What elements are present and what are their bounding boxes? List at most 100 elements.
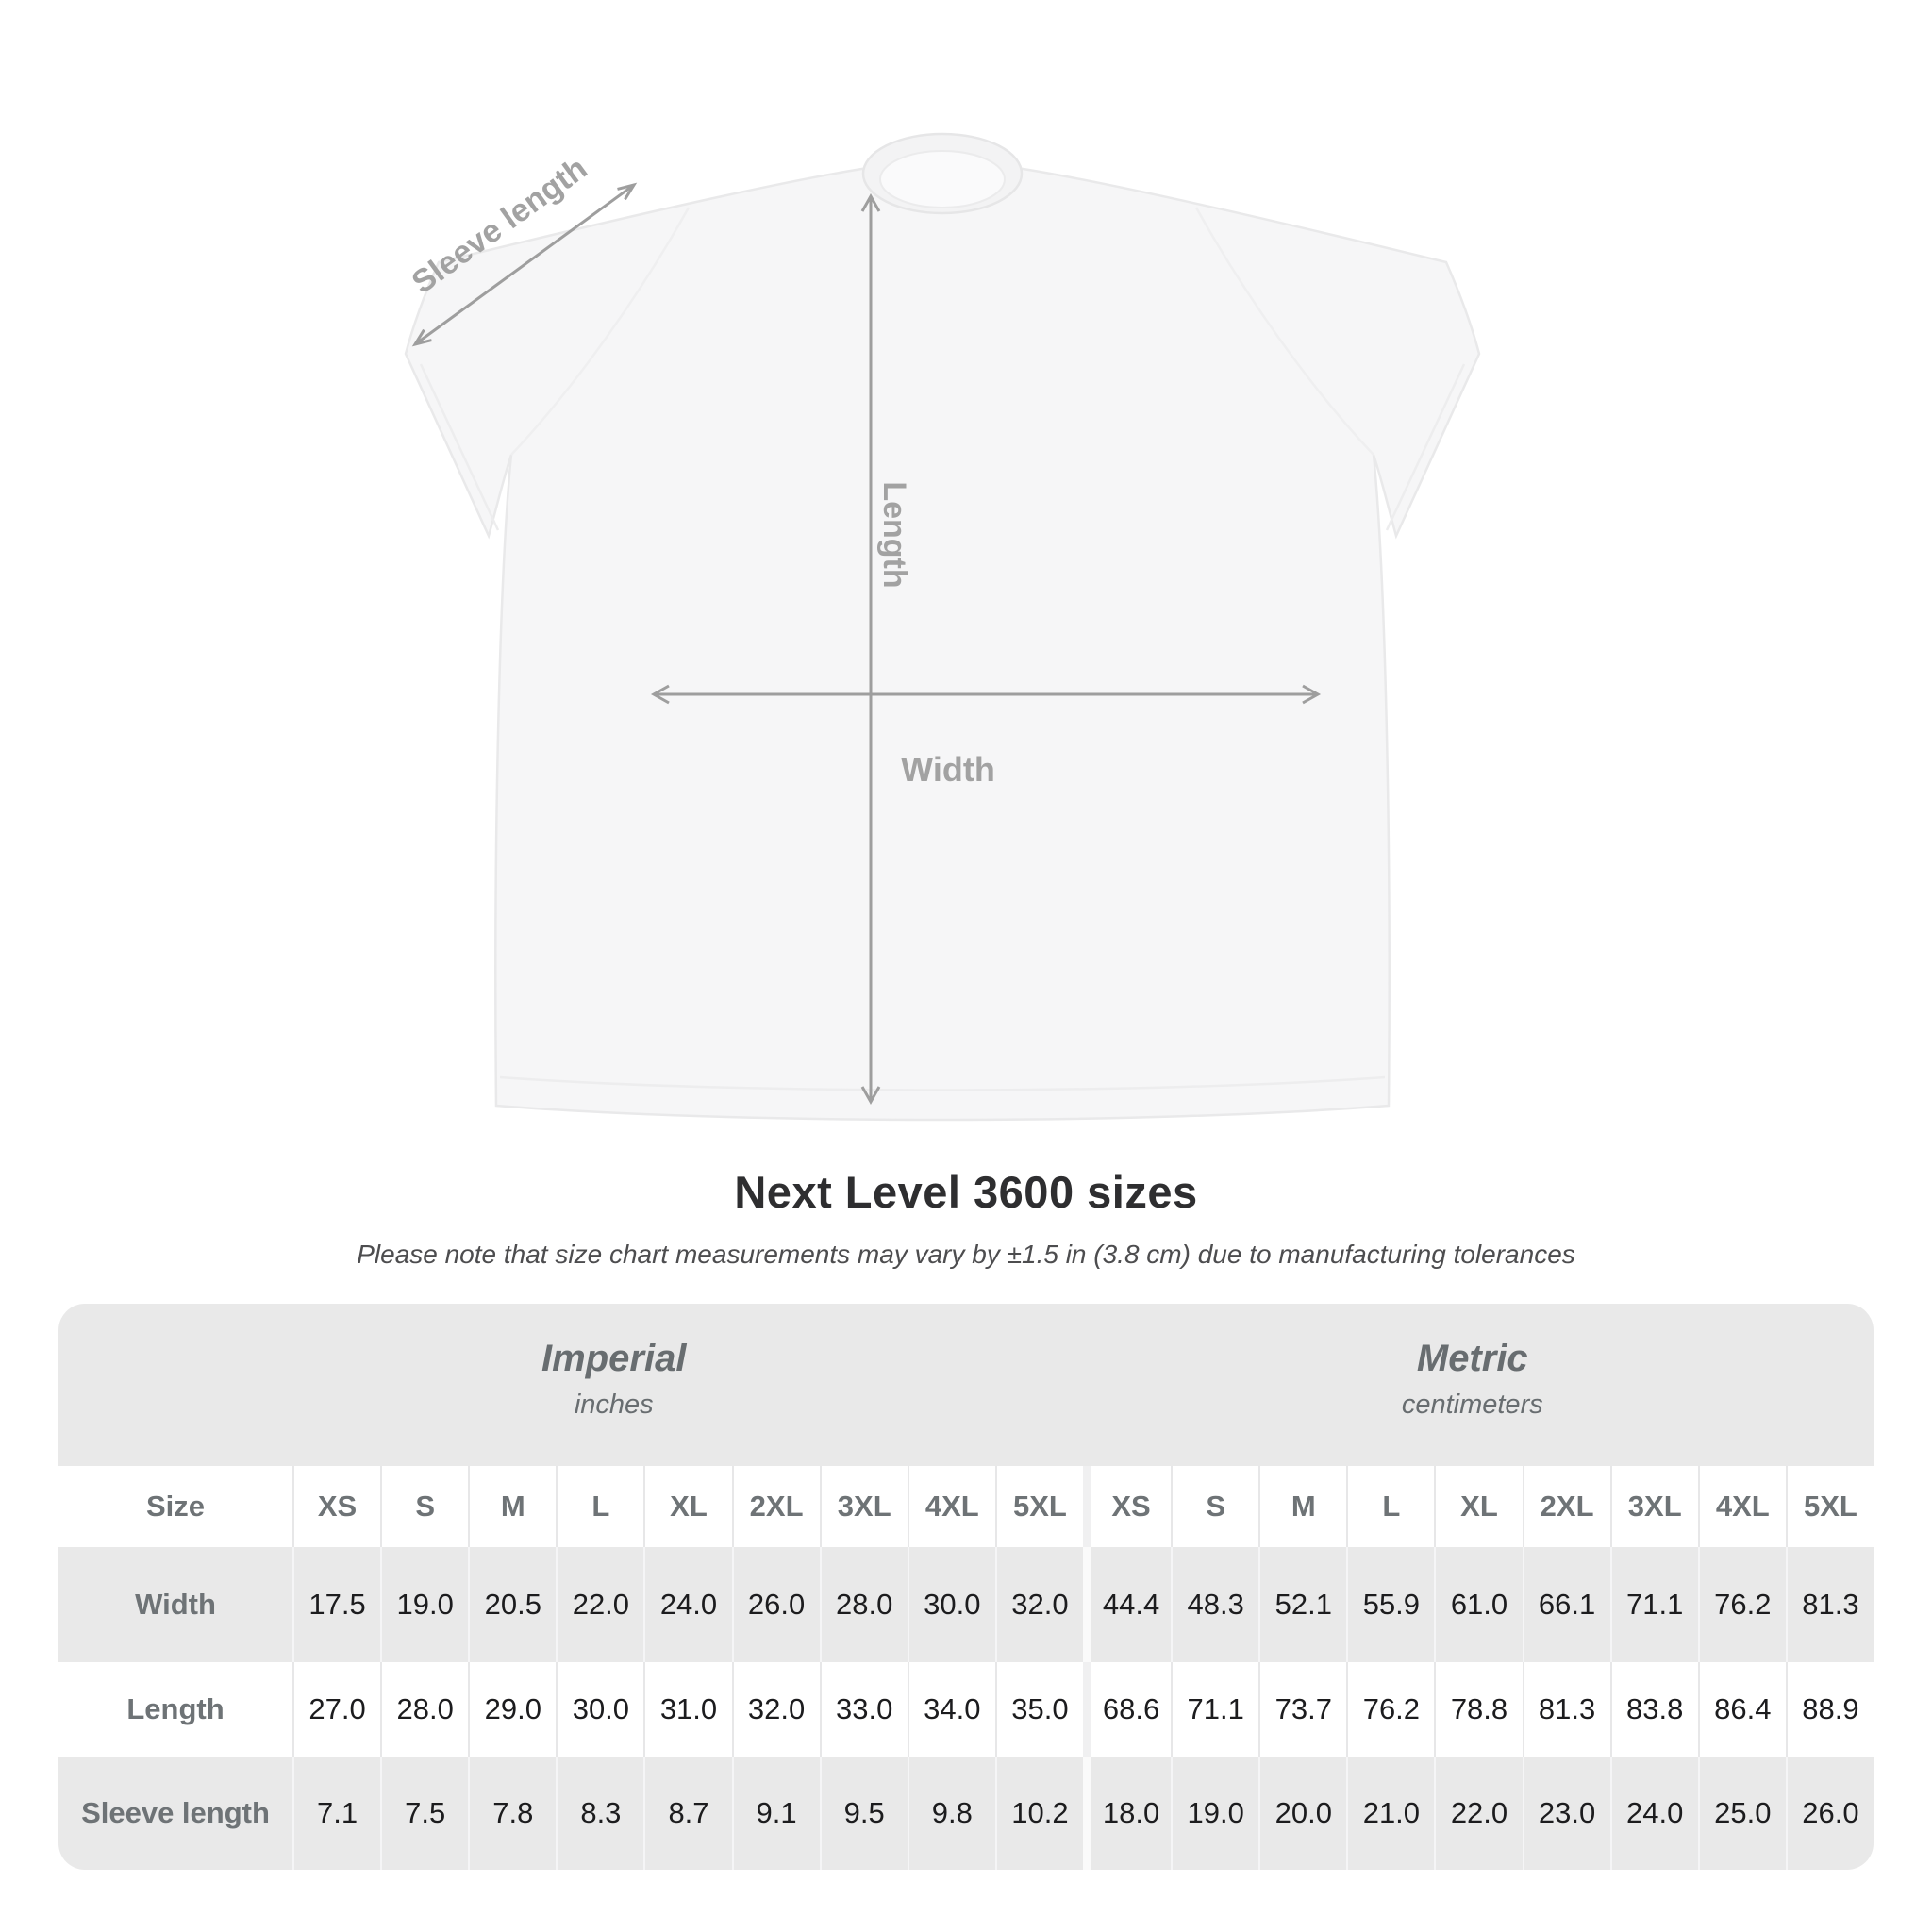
value-cell: 23.0 <box>1522 1757 1610 1870</box>
table-row: Sleeve length 7.1 7.5 7.8 8.3 8.7 9.1 9.5 9.8 10.… <box>58 1757 1874 1870</box>
value-cell: 32.0 <box>994 1547 1083 1662</box>
size-col-header: 4XL <box>907 1466 995 1547</box>
value-cell: 32.0 <box>731 1662 820 1757</box>
collar-inner <box>879 150 1006 208</box>
tshirt-shape <box>404 151 1481 1122</box>
table-row: Width 17.5 19.0 20.5 22.0 24.0 26.0 28.0 30.0 32.… <box>58 1547 1874 1662</box>
value-cell: 28.0 <box>819 1547 908 1662</box>
sleeve-length-arrow <box>414 183 635 346</box>
size-col-header: XL <box>1434 1466 1522 1547</box>
value-cell: 10.2 <box>994 1757 1083 1870</box>
value-cell: 81.3 <box>1785 1547 1874 1662</box>
value-cell: 19.0 <box>1171 1757 1258 1870</box>
row-label: Length <box>126 1692 225 1725</box>
value-cell: 19.0 <box>380 1547 468 1662</box>
size-col-header: S <box>380 1466 468 1547</box>
unit-group-header: Imperial inches Metric centimeters <box>58 1304 1874 1466</box>
value-cell: 71.1 <box>1609 1547 1698 1662</box>
size-col-header: 5XL <box>1785 1466 1874 1547</box>
size-col-header: 2XL <box>731 1466 820 1547</box>
width-arrowhead-right <box>1302 684 1322 705</box>
value-cell: 7.8 <box>468 1757 556 1870</box>
value-cell: 7.5 <box>380 1757 468 1870</box>
value-cell: 76.2 <box>1697 1547 1786 1662</box>
size-col-header: 5XL <box>994 1466 1083 1547</box>
metric-header: Metric centimeters <box>1402 1304 1543 1421</box>
size-col-header: M <box>1258 1466 1346 1547</box>
table-row: Length 27.0 28.0 29.0 30.0 31.0 32.0 33.0 34.0 35… <box>58 1662 1874 1757</box>
size-col-header: 2XL <box>1522 1466 1610 1547</box>
size-col-header: S <box>1171 1466 1258 1547</box>
value-cell: 20.5 <box>468 1547 556 1662</box>
size-col-header: XS <box>1083 1466 1171 1547</box>
imperial-header-unit: inches <box>574 1390 654 1420</box>
value-cell: 31.0 <box>643 1662 731 1757</box>
value-cell: 81.3 <box>1522 1662 1610 1757</box>
length-arrowhead-top <box>860 192 881 212</box>
size-col-header: L <box>556 1466 643 1547</box>
value-cell: 28.0 <box>380 1662 468 1757</box>
width-figure-label: Width <box>901 750 995 789</box>
length-figure-label: Length <box>876 481 912 588</box>
value-cell: 33.0 <box>819 1662 908 1757</box>
table-body: Width 17.5 19.0 20.5 22.0 24.0 26.0 28.0 30.0 32.… <box>58 1547 1874 1870</box>
value-cell: 30.0 <box>556 1662 643 1757</box>
sleeve-seam-right <box>1194 207 1374 456</box>
value-cell: 44.4 <box>1083 1547 1171 1662</box>
value-cell: 7.1 <box>292 1757 380 1870</box>
value-cell: 22.0 <box>556 1547 643 1662</box>
metric-header-name: Metric <box>1416 1338 1528 1379</box>
value-cell: 17.5 <box>292 1547 380 1662</box>
size-col-header: XL <box>643 1466 731 1547</box>
value-cell: 52.1 <box>1258 1547 1346 1662</box>
size-col-header: 3XL <box>819 1466 908 1547</box>
row-label: Sleeve length <box>81 1796 270 1829</box>
sleeve-seam-left <box>510 207 691 456</box>
value-cell: 48.3 <box>1171 1547 1258 1662</box>
metric-header-unit: centimeters <box>1401 1390 1543 1420</box>
value-cell: 83.8 <box>1609 1662 1698 1757</box>
sleeve-hem-stitch-left <box>419 363 500 531</box>
value-cell: 71.1 <box>1171 1662 1258 1757</box>
tshirt-measurement-figure: Sleeve length Length Width <box>404 132 1481 1122</box>
value-cell: 55.9 <box>1346 1547 1434 1662</box>
value-cell: 86.4 <box>1697 1662 1786 1757</box>
value-cell: 29.0 <box>468 1662 556 1757</box>
size-col-header: XS <box>292 1466 380 1547</box>
value-cell: 30.0 <box>907 1547 995 1662</box>
hem-stitch <box>499 1075 1386 1091</box>
value-cell: 9.5 <box>819 1757 908 1870</box>
value-cell: 76.2 <box>1346 1662 1434 1757</box>
size-col-header: L <box>1346 1466 1434 1547</box>
sleeve-arrowhead-bottom <box>411 328 432 347</box>
value-cell: 35.0 <box>994 1662 1083 1757</box>
value-cell: 26.0 <box>731 1547 820 1662</box>
value-cell: 34.0 <box>907 1662 995 1757</box>
measurement-arrows <box>411 182 1322 1106</box>
size-chart-table: Imperial inches Metric centimeters Size … <box>58 1304 1874 1870</box>
page-title: Next Level 3600 sizes <box>734 1167 1198 1217</box>
value-cell: 88.9 <box>1785 1662 1874 1757</box>
value-cell: 24.0 <box>643 1547 731 1662</box>
value-cell: 9.1 <box>731 1757 820 1870</box>
sleeve-arrowhead-top <box>617 182 638 201</box>
value-cell: 78.8 <box>1434 1662 1522 1757</box>
size-col-header: 3XL <box>1609 1466 1698 1547</box>
value-cell: 21.0 <box>1346 1757 1434 1870</box>
value-cell: 61.0 <box>1434 1547 1522 1662</box>
value-cell: 18.0 <box>1083 1757 1171 1870</box>
value-cell: 73.7 <box>1258 1662 1346 1757</box>
tolerance-note: Please note that size chart measurements… <box>357 1240 1575 1269</box>
value-cell: 8.7 <box>643 1757 731 1870</box>
value-cell: 66.1 <box>1522 1547 1610 1662</box>
size-corner-label: Size <box>145 1490 206 1523</box>
row-label: Width <box>135 1588 216 1621</box>
value-cell: 20.0 <box>1258 1757 1346 1870</box>
width-arrowhead-left <box>650 684 670 705</box>
value-cell: 24.0 <box>1609 1757 1698 1870</box>
value-cell: 26.0 <box>1785 1757 1874 1870</box>
value-cell: 22.0 <box>1434 1757 1522 1870</box>
size-col-header: M <box>468 1466 556 1547</box>
value-cell: 25.0 <box>1697 1757 1786 1870</box>
value-cell: 27.0 <box>292 1662 380 1757</box>
